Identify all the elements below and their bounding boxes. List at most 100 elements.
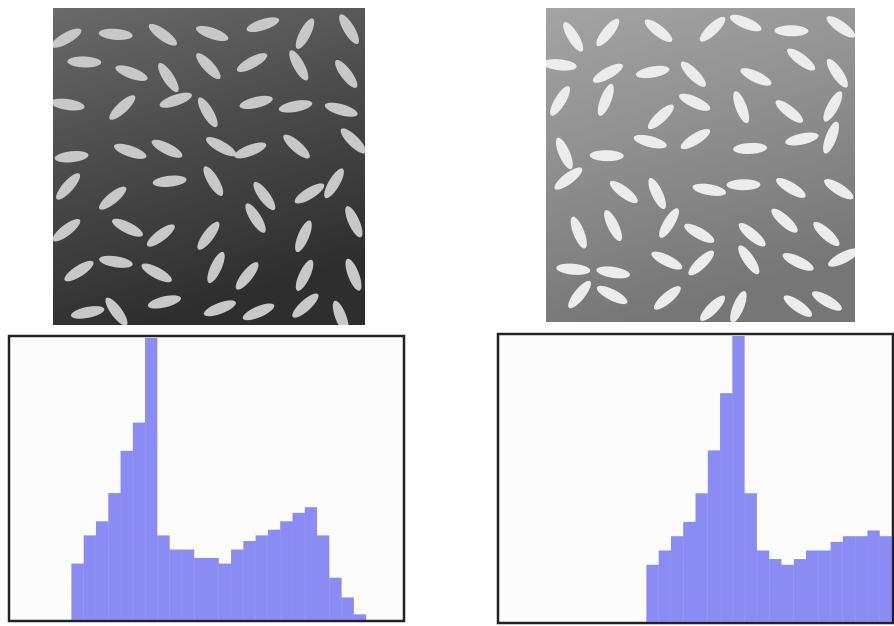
rice-grain	[335, 60, 358, 88]
rice-grain	[826, 16, 855, 38]
rice-grain	[158, 62, 179, 93]
rice-grain	[554, 167, 583, 190]
histogram-bar	[267, 529, 281, 620]
histogram-bar	[879, 536, 892, 622]
histogram-bar	[707, 450, 721, 622]
histogram-bar	[732, 336, 745, 622]
histogram-bar	[744, 493, 757, 622]
rice-grain	[633, 134, 667, 149]
rice-grain	[653, 286, 681, 310]
rice-grain	[648, 178, 666, 210]
rice-grain	[740, 68, 772, 86]
rice-grain	[53, 28, 82, 48]
rice-grain	[684, 223, 715, 243]
rice-grain	[782, 253, 814, 271]
rice-grain	[733, 142, 768, 154]
histogram-bar	[683, 521, 696, 622]
rice-grain	[775, 100, 804, 123]
rice-grain	[53, 218, 81, 242]
histogram-bar	[108, 493, 121, 620]
rice-grain	[345, 258, 362, 291]
rice-grain	[563, 22, 584, 52]
rice-grain	[234, 142, 267, 159]
rice-grain	[692, 183, 727, 196]
histogram-bar	[353, 614, 367, 620]
rice-grain	[205, 137, 237, 157]
rice-grain	[828, 248, 855, 267]
histogram-bar	[646, 564, 659, 622]
rice-grain	[771, 208, 798, 233]
rice-grain	[207, 251, 225, 284]
rice-grain	[324, 102, 358, 117]
rice-grain	[141, 263, 172, 283]
rice-image-equalized	[546, 8, 855, 322]
histogram-bar	[255, 535, 268, 620]
histogram-bar	[231, 549, 244, 620]
histogram-bar	[206, 557, 219, 620]
histogram-bar	[317, 535, 330, 620]
rice-grain	[635, 65, 670, 79]
histogram-bar	[292, 512, 305, 620]
histogram-bar	[855, 536, 868, 622]
rice-grain	[105, 297, 128, 325]
rice-grain	[203, 166, 224, 196]
histogram-bar	[145, 338, 158, 620]
histogram-bar	[280, 521, 293, 620]
rice-grain	[147, 295, 181, 309]
rice-grain	[56, 173, 81, 200]
histogram-bar	[793, 559, 807, 622]
rice-grain	[239, 95, 273, 110]
rice-grain	[596, 285, 628, 305]
rice-grain	[596, 18, 620, 47]
rice-grain	[295, 18, 315, 50]
rice-grain	[688, 250, 715, 276]
rice-grain	[242, 303, 275, 321]
rice-grains	[53, 14, 365, 325]
histogram-bar	[132, 422, 146, 620]
rice-grain	[785, 132, 819, 146]
rice-grain	[345, 206, 363, 238]
rice-grain	[246, 17, 280, 33]
rice-grain	[604, 210, 622, 242]
rice-grain	[295, 220, 312, 253]
rice-grain	[824, 179, 854, 200]
rice-grain	[70, 306, 105, 319]
rice-grain	[98, 28, 133, 40]
rice-grain	[597, 83, 614, 116]
histogram-bar	[695, 493, 708, 622]
histogram-bar	[95, 521, 109, 620]
rice-grain	[151, 139, 183, 158]
rice-grain	[774, 25, 809, 37]
rice-grain	[67, 56, 102, 68]
histogram-bar	[83, 535, 96, 620]
rice-grains	[546, 14, 855, 322]
rice-grain	[700, 295, 726, 321]
rice-grain	[324, 168, 344, 199]
rice-grain	[197, 221, 220, 250]
rice-grain	[148, 23, 178, 46]
rice-grain	[294, 183, 325, 204]
rice-grain	[115, 65, 148, 81]
histogram-bar	[781, 564, 794, 622]
histogram-bar	[720, 393, 733, 622]
rice-grain	[609, 180, 638, 204]
rice-grain	[823, 91, 843, 122]
rice-grain	[236, 53, 268, 72]
histogram-bar	[806, 550, 819, 622]
rice-grain	[99, 255, 133, 268]
rice-grain	[738, 245, 760, 275]
rice-grain	[733, 91, 750, 124]
histogram-bar	[120, 450, 133, 620]
histogram-bar	[194, 557, 207, 620]
rice-grain	[647, 104, 674, 130]
rice-grain	[726, 179, 761, 191]
rice-grain	[332, 300, 349, 325]
rice-grain	[283, 134, 310, 159]
rice-grain	[146, 224, 175, 247]
rice-grain	[699, 16, 726, 42]
rice-grain	[197, 97, 218, 128]
rice-grain	[776, 177, 806, 198]
rice-grain	[738, 223, 766, 247]
